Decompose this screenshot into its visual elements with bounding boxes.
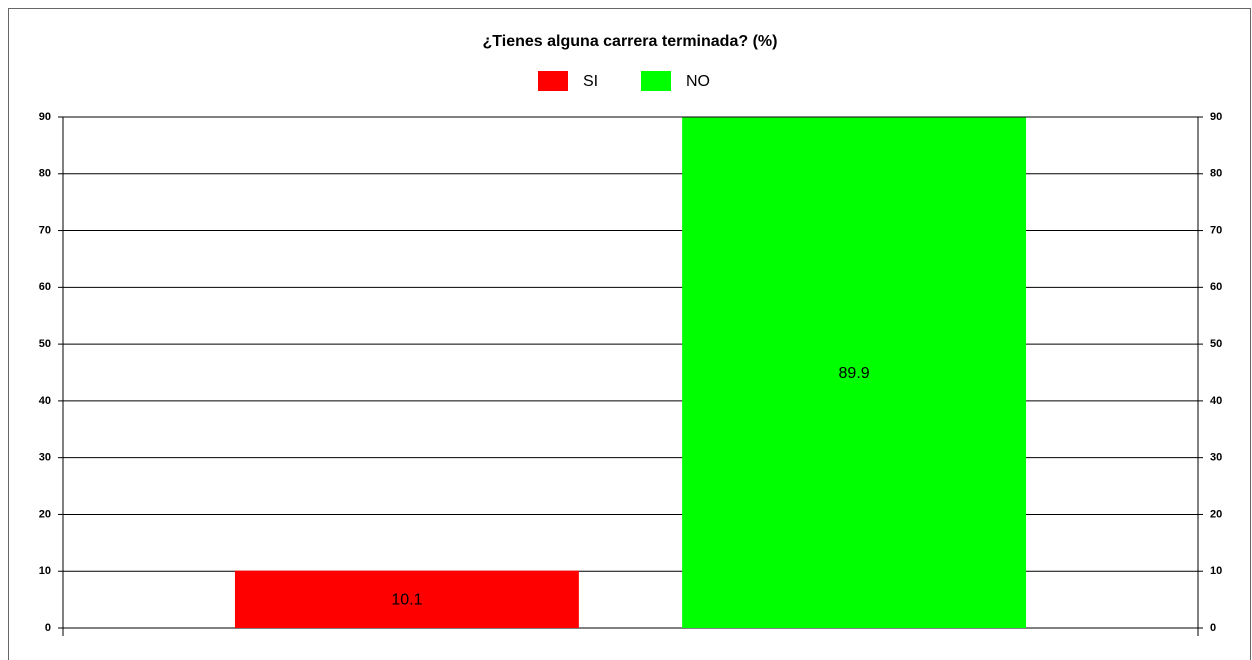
y2-tick-label: 0 bbox=[1210, 622, 1216, 634]
y2-tick-label: 80 bbox=[1210, 168, 1222, 180]
legend-label: NO bbox=[686, 73, 710, 90]
y2-tick-label: 50 bbox=[1210, 338, 1222, 350]
y2-tick-label: 60 bbox=[1210, 281, 1222, 293]
value-label: 10.1 bbox=[391, 592, 422, 609]
y2-tick-label: 30 bbox=[1210, 452, 1222, 464]
y-tick-label: 90 bbox=[39, 111, 51, 123]
y-tick-label: 40 bbox=[39, 395, 51, 407]
frame bbox=[8, 8, 1251, 660]
y2-tick-label: 90 bbox=[1210, 111, 1222, 123]
y2-tick-label: 40 bbox=[1210, 395, 1222, 407]
bar bbox=[682, 117, 1027, 628]
y-tick-label: 30 bbox=[39, 452, 51, 464]
legend-label: SI bbox=[583, 73, 598, 90]
bar bbox=[234, 570, 579, 628]
y-tick-label: 80 bbox=[39, 168, 51, 180]
legend-swatch bbox=[538, 71, 568, 91]
legend-swatch bbox=[641, 71, 671, 91]
y2-tick-label: 70 bbox=[1210, 224, 1222, 236]
y2-tick-label: 20 bbox=[1210, 508, 1222, 520]
y-tick-label: 60 bbox=[39, 281, 51, 293]
y-tick-label: 70 bbox=[39, 224, 51, 236]
y2-tick-label: 10 bbox=[1210, 565, 1222, 577]
value-label: 89.9 bbox=[839, 365, 870, 382]
y-tick-label: 50 bbox=[39, 338, 51, 350]
y-tick-label: 0 bbox=[45, 622, 51, 634]
y-tick-label: 10 bbox=[39, 565, 51, 577]
chart-title: ¿Tienes alguna carrera terminada? (%) bbox=[483, 33, 778, 50]
y-tick-label: 20 bbox=[39, 508, 51, 520]
